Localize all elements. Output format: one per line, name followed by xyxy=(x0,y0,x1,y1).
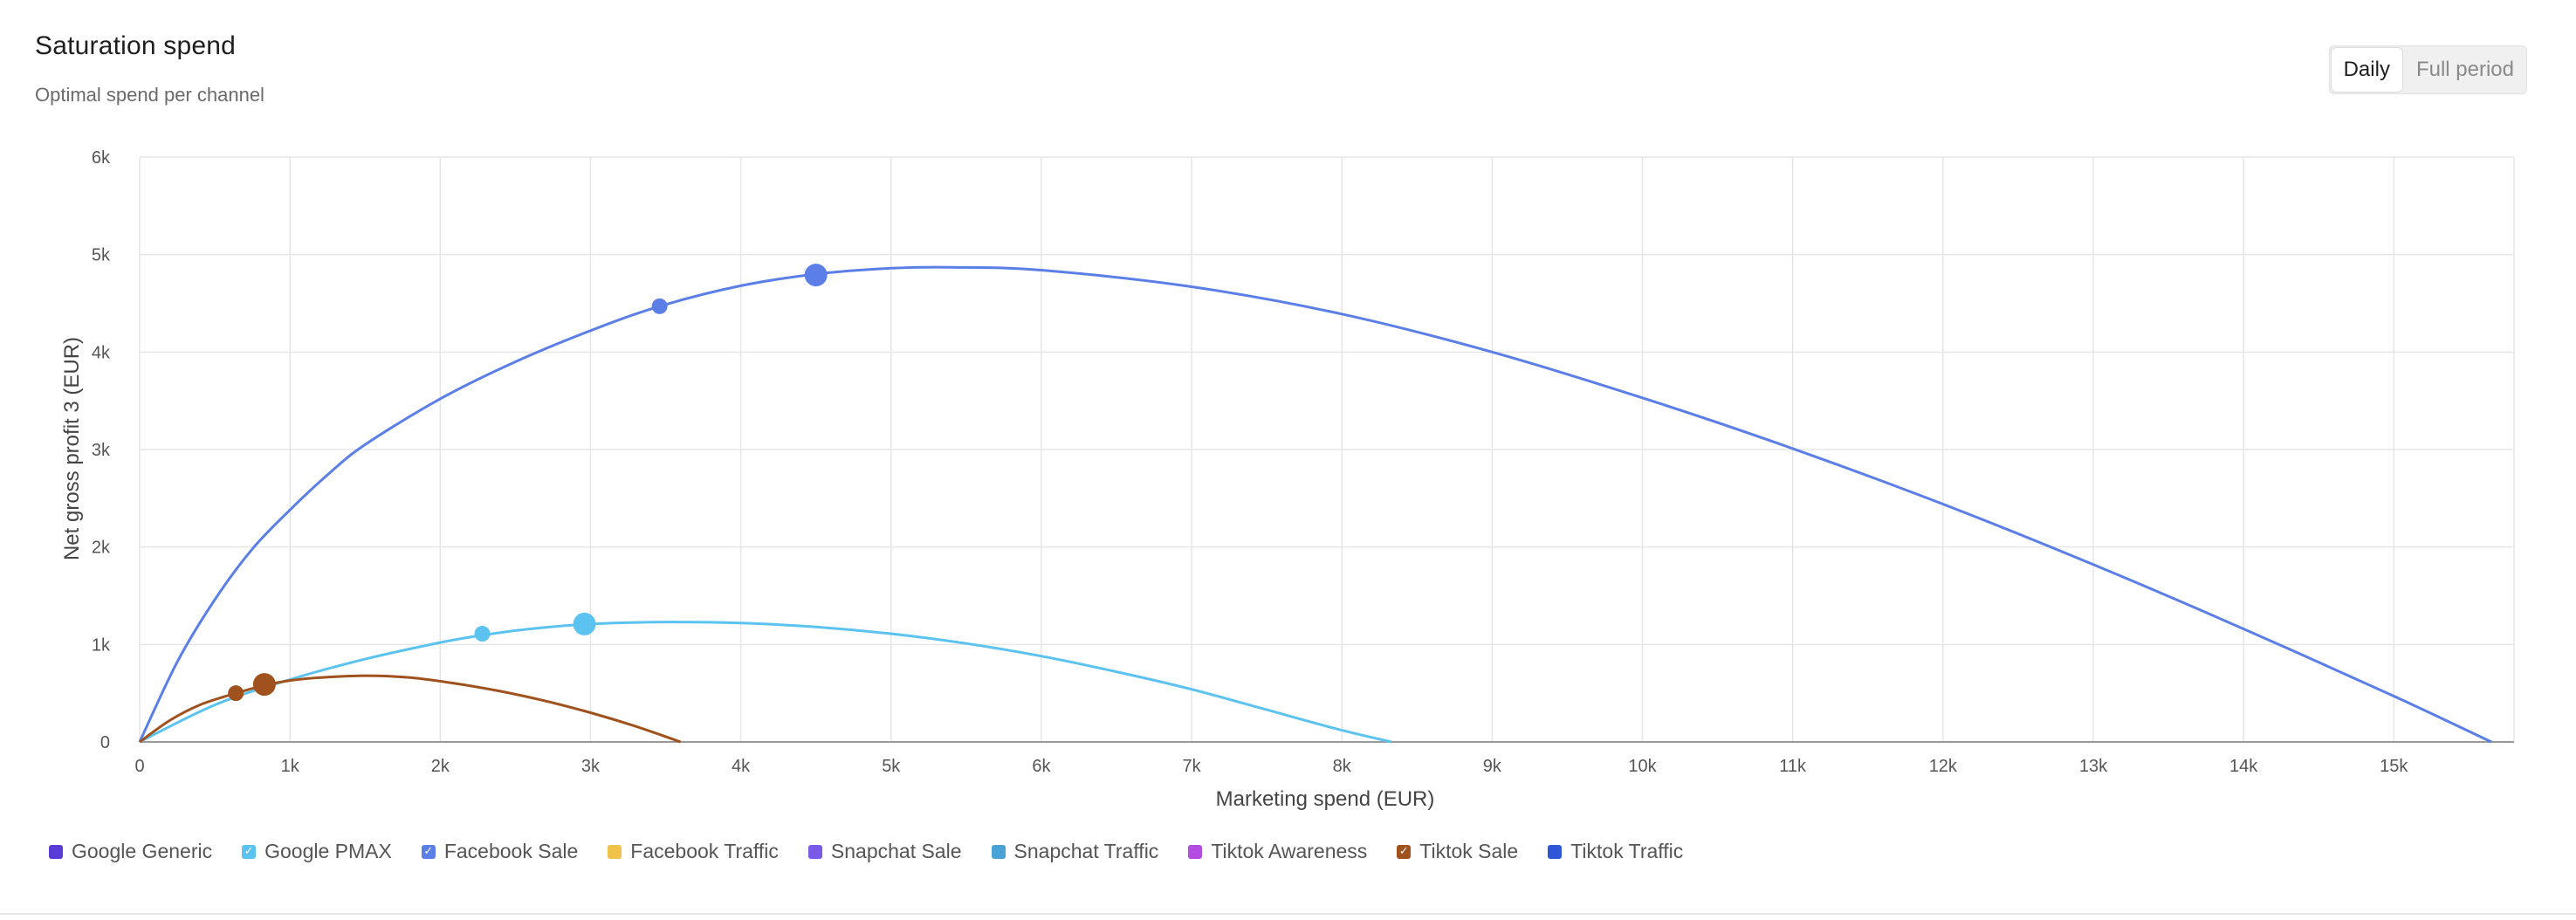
x-tick-label: 1k xyxy=(281,757,300,776)
series-marker-facebook-sale xyxy=(804,264,828,287)
y-tick-label: 3k xyxy=(92,441,111,460)
checkmark-icon: ✓ xyxy=(242,844,257,859)
legend-item-google-generic[interactable]: Google Generic xyxy=(49,840,212,863)
x-tick-label: 14k xyxy=(2229,757,2258,776)
period-toggle: Daily Full period xyxy=(2328,45,2527,94)
y-tick-label: 0 xyxy=(100,733,110,752)
series-marker-tiktok-sale xyxy=(228,685,244,702)
legend-item-snapchat-sale[interactable]: Snapchat Sale xyxy=(807,840,962,863)
chart-title: Saturation spend xyxy=(35,31,237,60)
legend-label: Snapchat Sale xyxy=(830,840,962,862)
toggle-full-period-button[interactable]: Full period xyxy=(2415,58,2514,81)
y-tick-label: 2k xyxy=(92,539,111,558)
x-tick-label: 2k xyxy=(431,757,450,776)
x-tick-label: 5k xyxy=(882,757,901,776)
x-tick-label: 7k xyxy=(1183,757,1202,776)
x-tick-label: 6k xyxy=(1032,757,1051,776)
legend-label: Facebook Sale xyxy=(443,840,579,862)
chart-subtitle: Optimal spend per channel xyxy=(35,84,264,106)
x-tick-label: 4k xyxy=(732,757,751,776)
legend-label: Tiktok Awareness xyxy=(1211,840,1368,862)
x-tick-label: 0 xyxy=(134,757,144,776)
x-tick-label: 12k xyxy=(1929,757,1958,776)
series-marker-tiktok-sale xyxy=(252,673,276,697)
y-tick-label: 5k xyxy=(92,246,111,265)
x-tick-label: 15k xyxy=(2380,757,2408,776)
legend-item-facebook-sale[interactable]: ✓ Facebook Sale xyxy=(421,840,579,863)
legend-item-facebook-traffic[interactable]: Facebook Traffic xyxy=(608,840,779,863)
series-marker-google-pmax xyxy=(573,612,596,635)
y-tick-label: 1k xyxy=(92,635,111,655)
series-marker-google-pmax xyxy=(474,626,491,642)
legend-swatch-icon xyxy=(1188,844,1203,859)
legend-label: Tiktok Sale xyxy=(1419,840,1519,862)
y-axis-label: Net gross profit 3 (EUR) xyxy=(60,337,84,560)
legend-item-tiktok-traffic[interactable]: Tiktok Traffic xyxy=(1548,840,1683,863)
legend-item-tiktok-awareness[interactable]: Tiktok Awareness xyxy=(1188,840,1367,863)
chart-grid xyxy=(139,156,2515,743)
x-tick-label: 9k xyxy=(1483,757,1502,776)
series-line-google-pmax xyxy=(139,621,1392,744)
series-marker-facebook-sale xyxy=(651,298,668,314)
legend-swatch-icon xyxy=(807,844,822,859)
chart-legend: Google Generic ✓ Google PMAX ✓ Facebook … xyxy=(49,840,1683,863)
x-tick-label: 10k xyxy=(1628,757,1657,776)
legend-label: Google Generic xyxy=(72,840,213,862)
x-tick-label: 11k xyxy=(1779,757,1807,776)
legend-item-tiktok-sale[interactable]: ✓ Tiktok Sale xyxy=(1397,840,1518,863)
toggle-daily-button[interactable]: Daily xyxy=(2330,47,2403,93)
legend-label: Facebook Traffic xyxy=(630,840,779,862)
y-tick-label: 4k xyxy=(92,343,111,362)
legend-item-google-pmax[interactable]: ✓ Google PMAX xyxy=(242,840,392,863)
x-tick-label: 13k xyxy=(2079,757,2108,776)
x-axis-label: Marketing spend (EUR) xyxy=(1216,787,1435,811)
legend-swatch-icon xyxy=(49,844,63,859)
legend-item-snapchat-traffic[interactable]: Snapchat Traffic xyxy=(991,840,1159,863)
checkmark-icon: ✓ xyxy=(1397,844,1412,859)
legend-swatch-icon xyxy=(991,844,1006,859)
x-tick-label: 8k xyxy=(1333,757,1352,776)
x-tick-label: 3k xyxy=(581,757,601,776)
legend-swatch-icon xyxy=(608,844,622,859)
legend-label: Snapchat Traffic xyxy=(1013,840,1159,862)
saturation-chart: 0 1k 2k 3k 4k 5k 6k 7k 8k 9k 10k 11k 12k 13k 14k 15k 0 1k… xyxy=(60,148,2515,811)
chart-series xyxy=(138,264,2492,744)
legend-label: Tiktok Traffic xyxy=(1570,840,1684,862)
legend-label: Google PMAX xyxy=(264,840,392,862)
series-line-facebook-sale xyxy=(138,265,2492,744)
legend-swatch-icon xyxy=(1548,844,1563,859)
chart-axes: 0 1k 2k 3k 4k 5k 6k 7k 8k 9k 10k 11k 12k 13k 14k 15k 0 1k… xyxy=(92,148,2514,776)
series-line-tiktok-sale xyxy=(139,674,682,744)
checkmark-icon: ✓ xyxy=(421,844,436,859)
y-tick-label: 6k xyxy=(92,148,111,168)
